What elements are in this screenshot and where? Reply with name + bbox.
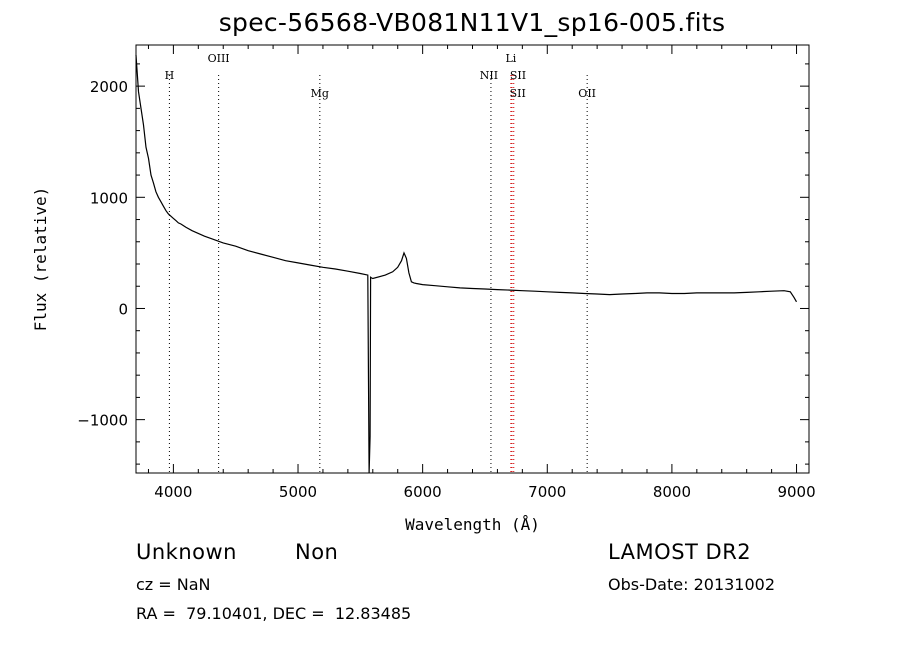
coordinates-label: RA = 79.10401, DEC = 12.83485 [136, 604, 412, 623]
line-marker-label: Li [505, 52, 516, 65]
line-marker-label: H [165, 69, 175, 82]
catalog-label: LAMOST DR2 [608, 540, 752, 564]
line-marker-label: Mg [311, 87, 329, 100]
chart-title: spec-56568-VB081N11V1_sp16-005.fits [218, 8, 726, 37]
line-marker-label: SII [510, 69, 526, 82]
y-tick-label: −1000 [77, 412, 128, 430]
x-tick-label: 9000 [777, 483, 815, 501]
obs-date-label: Obs-Date: 20131002 [608, 575, 776, 594]
line-marker-label: SII [510, 87, 526, 100]
object-class: Unknown [136, 540, 237, 564]
plot-frame [135, 44, 810, 474]
y-tick-label: 0 [118, 300, 128, 318]
x-axis-label: Wavelength (Å) [405, 515, 540, 534]
y-tick-label: 2000 [90, 78, 128, 96]
object-subclass: Non [295, 540, 339, 564]
x-tick-label: 5000 [279, 483, 317, 501]
redshift-label: cz = NaN [136, 575, 211, 594]
line-marker-label: OII [578, 87, 596, 100]
y-axis-label: Flux (relative) [31, 187, 50, 332]
x-tick-label: 7000 [528, 483, 566, 501]
x-tick-label: 4000 [154, 483, 192, 501]
x-tick-label: 8000 [653, 483, 691, 501]
x-tick-label: 6000 [404, 483, 442, 501]
spectrum-line [135, 54, 798, 474]
line-marker-label: NII [480, 69, 498, 82]
y-tick-label: 1000 [90, 189, 128, 207]
line-marker-label: OIII [208, 52, 230, 65]
